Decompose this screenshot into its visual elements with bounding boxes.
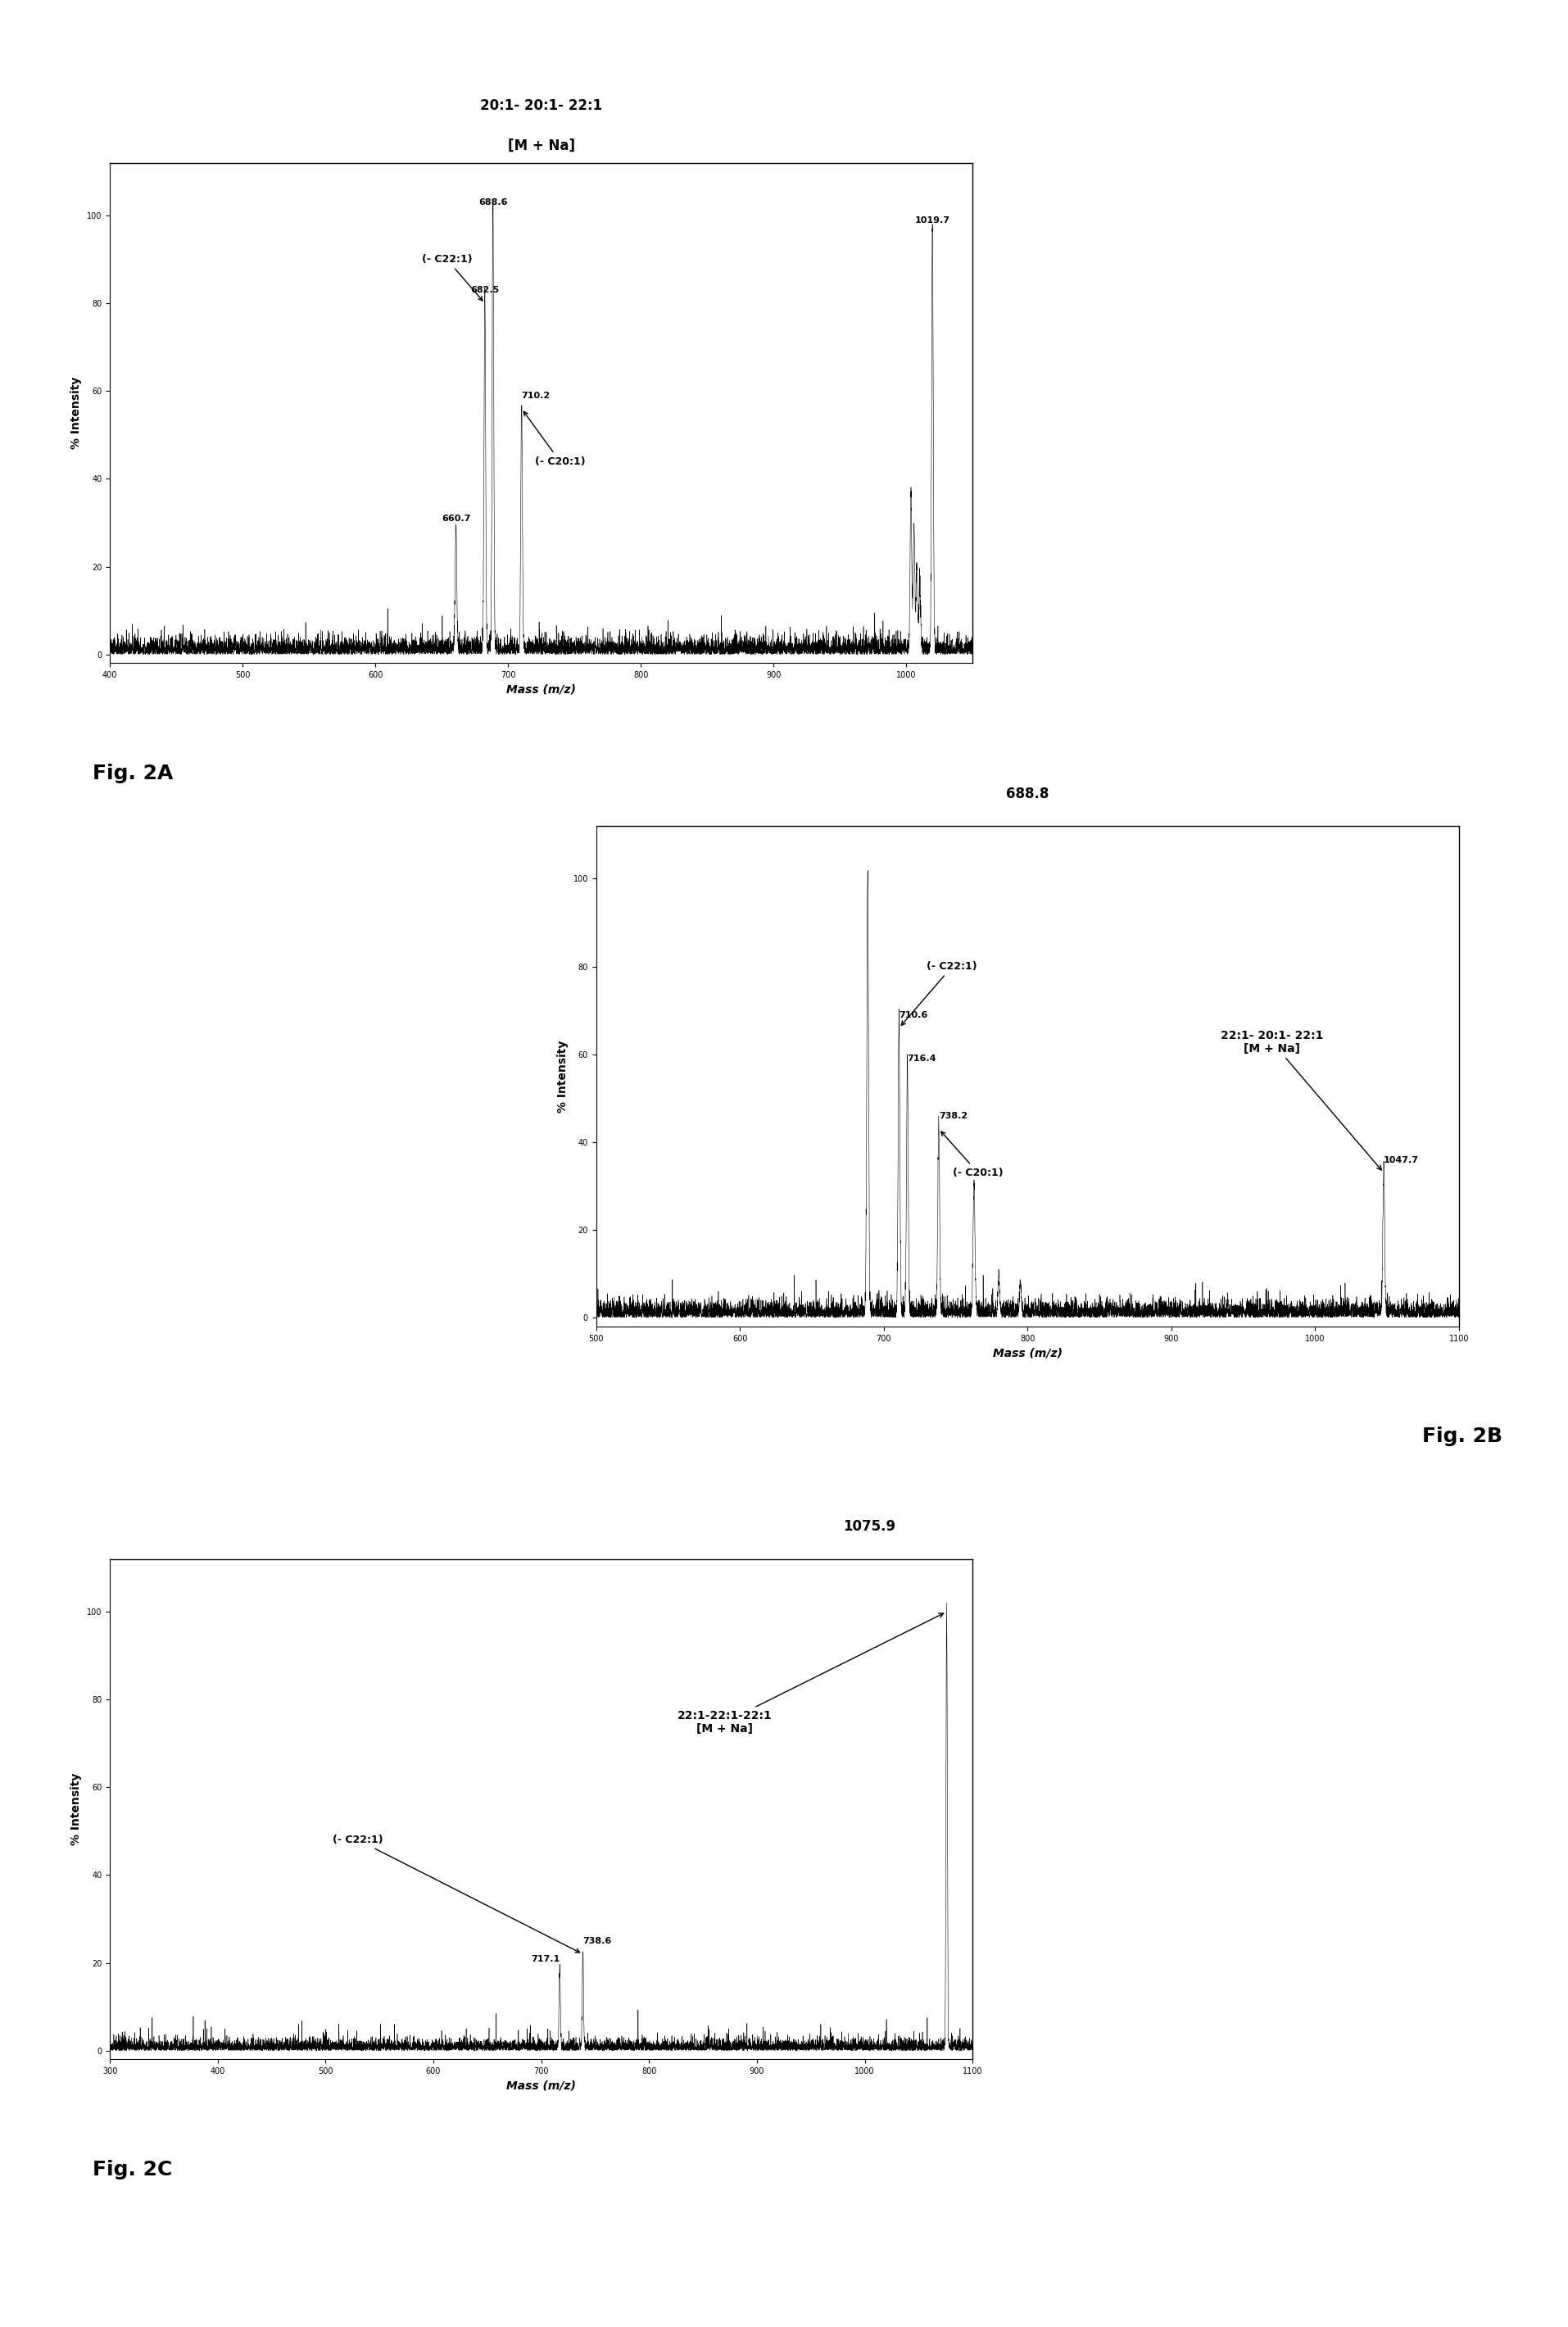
Text: 1075.9: 1075.9 <box>842 1520 895 1533</box>
Text: 20:1- 20:1- 22:1: 20:1- 20:1- 22:1 <box>480 98 602 112</box>
Text: 688.8: 688.8 <box>1005 787 1049 800</box>
X-axis label: Mass (m/z): Mass (m/z) <box>506 2080 575 2092</box>
Text: [M + Na]: [M + Na] <box>508 137 574 154</box>
Text: 717.1: 717.1 <box>530 1955 560 1964</box>
Y-axis label: % Intensity: % Intensity <box>557 1040 568 1112</box>
Text: 22:1- 20:1- 22:1
[M + Na]: 22:1- 20:1- 22:1 [M + Na] <box>1220 1029 1381 1170</box>
X-axis label: Mass (m/z): Mass (m/z) <box>993 1347 1062 1359</box>
Text: (- C20:1): (- C20:1) <box>941 1131 1004 1177</box>
Text: (- C20:1): (- C20:1) <box>524 412 585 468</box>
Text: 1047.7: 1047.7 <box>1383 1157 1419 1164</box>
Text: 738.6: 738.6 <box>583 1936 612 1945</box>
Text: 682.5: 682.5 <box>470 286 499 296</box>
Text: 660.7: 660.7 <box>441 514 470 524</box>
Y-axis label: % Intensity: % Intensity <box>71 1773 82 1845</box>
Text: 716.4: 716.4 <box>906 1054 936 1063</box>
Text: Fig. 2B: Fig. 2B <box>1421 1426 1502 1445</box>
Text: Fig. 2A: Fig. 2A <box>93 763 172 782</box>
X-axis label: Mass (m/z): Mass (m/z) <box>506 684 575 696</box>
Text: 710.2: 710.2 <box>521 391 550 400</box>
Text: 710.6: 710.6 <box>898 1010 927 1019</box>
Text: (- C22:1): (- C22:1) <box>902 961 977 1026</box>
Text: 738.2: 738.2 <box>938 1112 967 1119</box>
Y-axis label: % Intensity: % Intensity <box>71 377 82 449</box>
Text: 22:1-22:1-22:1
[M + Na]: 22:1-22:1-22:1 [M + Na] <box>677 1613 942 1734</box>
Text: 688.6: 688.6 <box>478 198 506 207</box>
Text: (- C22:1): (- C22:1) <box>332 1834 580 1952</box>
Text: (- C22:1): (- C22:1) <box>422 254 483 300</box>
Text: 1019.7: 1019.7 <box>914 216 950 223</box>
Text: Fig. 2C: Fig. 2C <box>93 2159 172 2178</box>
